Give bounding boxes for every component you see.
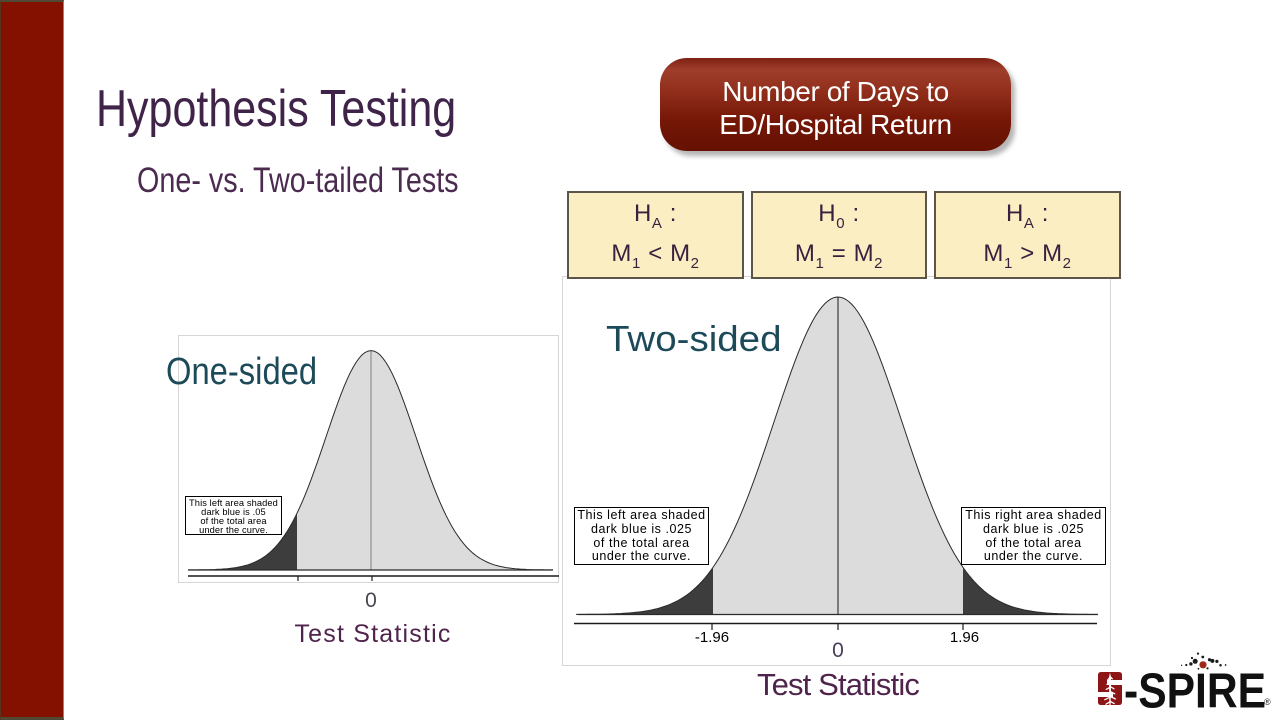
svg-text:-SPIRE: -SPIRE bbox=[1124, 663, 1266, 718]
svg-text:®: ® bbox=[1264, 697, 1271, 707]
